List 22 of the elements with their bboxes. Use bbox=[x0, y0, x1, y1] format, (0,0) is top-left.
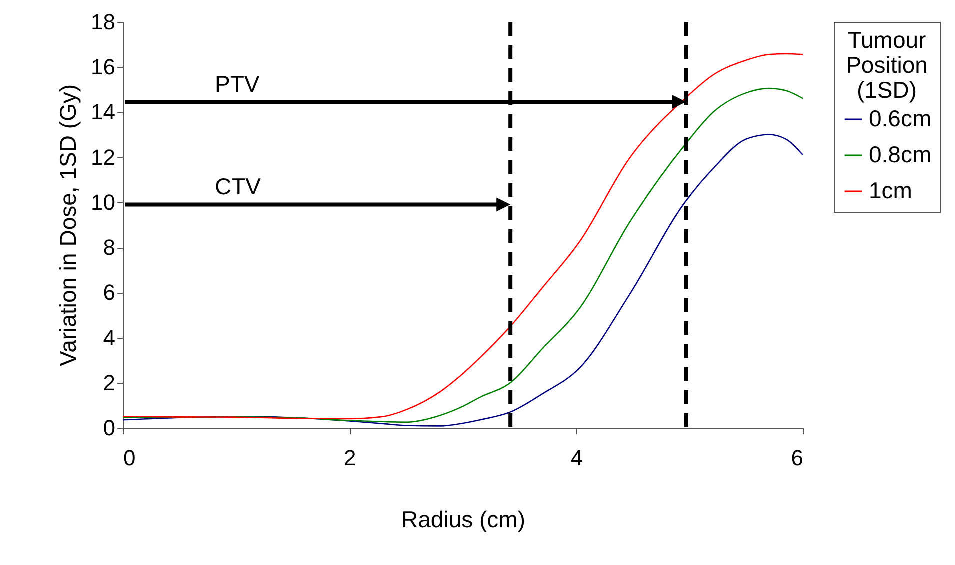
x-axis-title: Radius (cm) bbox=[402, 506, 526, 532]
y-tick-label: 18 bbox=[91, 10, 116, 34]
legend-label: 0.6cm bbox=[869, 106, 932, 132]
y-axis-title: Variation in Dose, 1SD (Gy) bbox=[55, 84, 82, 367]
y-tick-label: 12 bbox=[91, 144, 116, 170]
y-tick-label: 4 bbox=[103, 325, 116, 350]
annotation: PTV bbox=[215, 70, 260, 97]
x-tick-label: 6 bbox=[791, 446, 804, 470]
y-tick-label: 16 bbox=[91, 54, 116, 80]
legend-label: 1cm bbox=[869, 178, 912, 204]
y-tick-label: 10 bbox=[91, 190, 116, 215]
y-tick-label: 2 bbox=[103, 370, 116, 396]
x-tick-label: 0 bbox=[124, 446, 136, 470]
y-tick-label: 14 bbox=[91, 100, 116, 125]
annotation: CTV bbox=[215, 174, 262, 200]
y-tick-label: 8 bbox=[103, 235, 116, 260]
legend-label: 0.8cm bbox=[869, 142, 932, 168]
x-tick-label: 2 bbox=[344, 446, 356, 470]
y-tick-label: 0 bbox=[103, 416, 116, 440]
y-tick-label: 6 bbox=[103, 280, 116, 306]
x-tick-label: 4 bbox=[570, 446, 583, 470]
legend-title: Tumour Position (1SD) bbox=[846, 27, 928, 103]
